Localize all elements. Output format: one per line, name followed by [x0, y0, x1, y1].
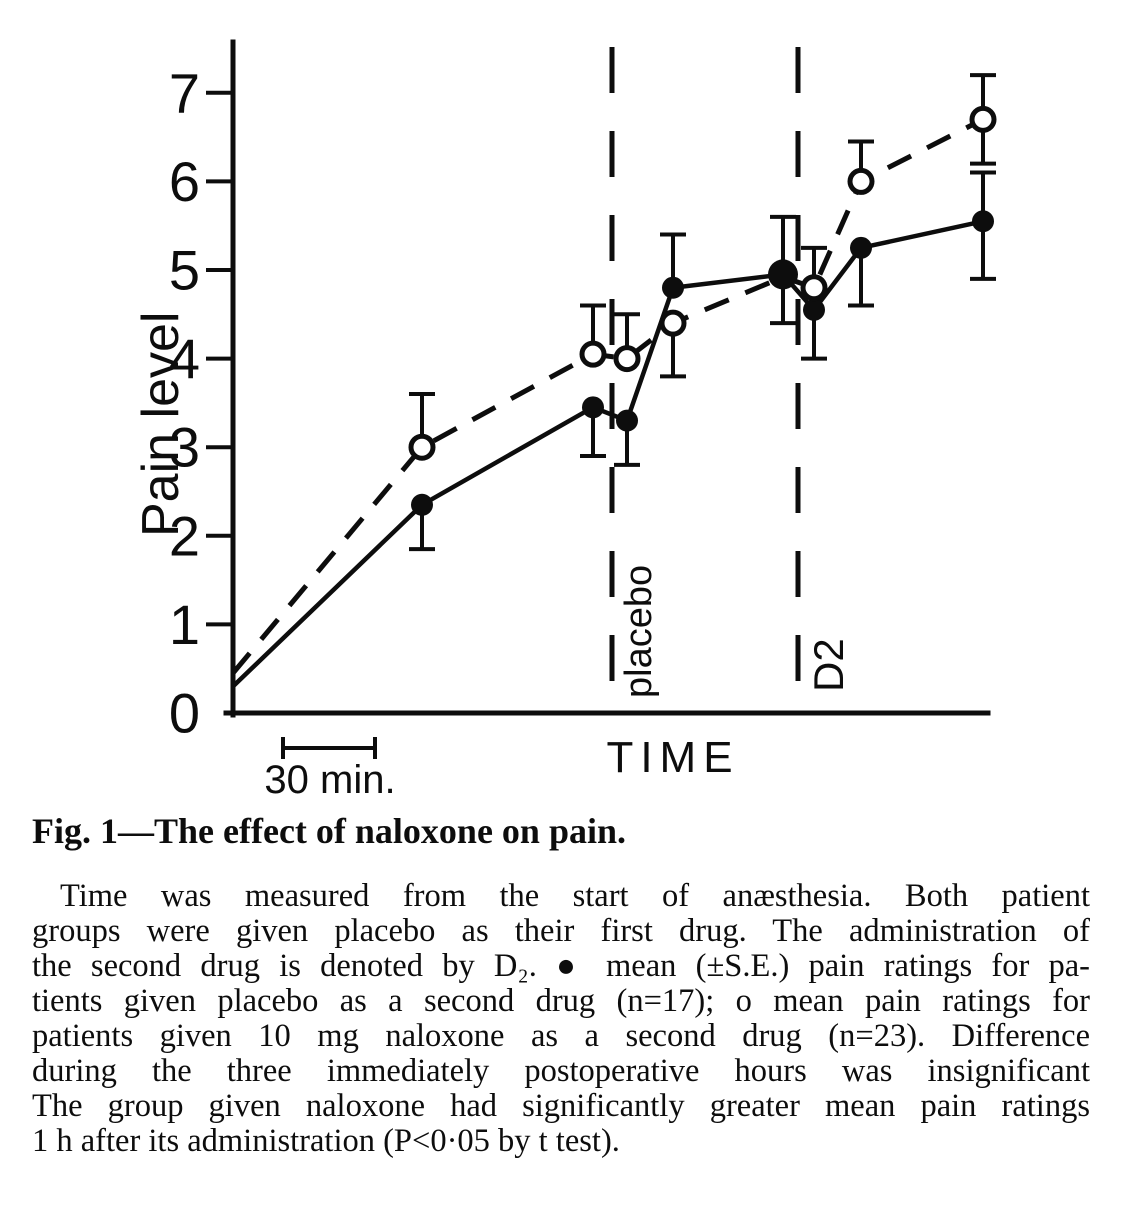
- filled-circle-marker: [972, 210, 994, 233]
- filled-circle-marker: [616, 409, 638, 432]
- series-line-naloxone: [231, 117, 985, 675]
- data-series: [231, 73, 997, 689]
- filled-circle-marker: [768, 259, 798, 290]
- scale-bar: 30 min.: [264, 737, 396, 802]
- open-circle-marker: [408, 433, 436, 461]
- caption-line: patients given 10 mg naloxone as a secon…: [32, 1018, 1090, 1054]
- figure-caption: Fig. 1—The effect of naloxone on pain. T…: [32, 811, 1090, 1159]
- caption-line: Time was measured from the start of anæs…: [60, 878, 1090, 914]
- y-tick-label: 2: [169, 504, 200, 567]
- caption-line: the second drug is denoted by D₂. ● mean…: [32, 948, 1090, 984]
- open-circle-marker: [847, 167, 875, 195]
- event-label-d2: D2: [805, 638, 852, 692]
- caption-line: The group given naloxone had significant…: [32, 1088, 1090, 1124]
- y-tick-label: 7: [169, 61, 200, 124]
- filled-circle-marker: [850, 236, 872, 259]
- y-tick-label: 1: [169, 593, 200, 656]
- caption-line: tients given placebo as a second drug (n…: [32, 983, 1090, 1019]
- open-circle-marker: [969, 105, 997, 133]
- y-tick-label: 3: [169, 416, 200, 479]
- y-tick-label: 0: [169, 682, 200, 745]
- figure-caption-body: Time was measured from the start of anæs…: [32, 879, 1090, 1159]
- filled-circle-marker: [582, 396, 604, 419]
- pain-chart: 0 1 2 3 4 5 6 7 Pain level TIME placebo D2 30 m…: [132, 39, 997, 802]
- figure: 0 1 2 3 4 5 6 7 Pain level TIME placebo D2 30 m…: [32, 39, 1090, 1159]
- open-circle-marker: [613, 345, 641, 373]
- caption-line: during the three immediately postoperati…: [32, 1053, 1090, 1089]
- caption-line: groups were given placebo as their first…: [32, 913, 1090, 949]
- figure-caption-title: Fig. 1—The effect of naloxone on pain.: [32, 811, 626, 851]
- open-circle-marker: [800, 274, 828, 302]
- filled-circle-marker: [662, 276, 684, 299]
- y-axis-ticks: 0 1 2 3 4 5 6 7: [169, 61, 233, 745]
- x-axis-label: TIME: [606, 733, 739, 782]
- open-circle-marker: [659, 309, 687, 337]
- open-circle-marker: [579, 340, 607, 368]
- event-label-placebo: placebo: [618, 565, 660, 698]
- scale-bar-label: 30 min.: [264, 758, 395, 800]
- filled-circle-marker: [803, 298, 825, 321]
- y-tick-label: 5: [169, 239, 200, 302]
- caption-line: 1 h after its administration (P<0·05 by …: [32, 1123, 620, 1159]
- y-axis-label: Pain level: [132, 312, 190, 537]
- y-tick-label: 4: [169, 327, 200, 390]
- series-line-placebo: [231, 219, 984, 689]
- y-tick-label: 6: [169, 150, 200, 213]
- filled-circle-marker: [411, 493, 433, 516]
- event-lines: [609, 47, 801, 713]
